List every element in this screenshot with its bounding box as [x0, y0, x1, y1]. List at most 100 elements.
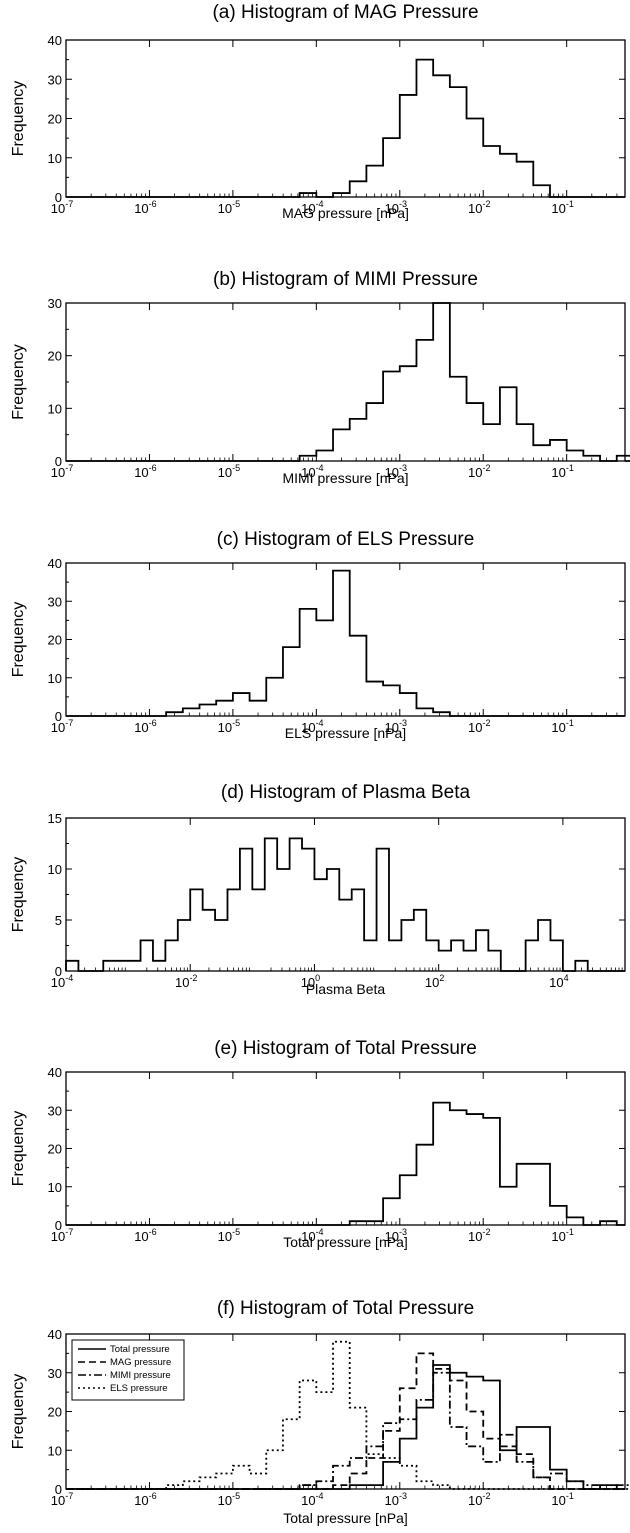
x-tick-label: 10-2 — [468, 1491, 490, 1508]
x-tick-label: 10-1 — [551, 1227, 573, 1244]
y-tick-label: 40 — [48, 1065, 62, 1080]
legend-box — [71, 1339, 185, 1401]
chart-panel-3: (d) Histogram of Plasma Beta 0 5 10 15 10-4 10… — [10, 782, 626, 997]
chart-title: (c) Histogram of ELS Pressure — [217, 529, 475, 550]
legend-label: MIMI pressure — [110, 1370, 171, 1381]
histogram-series-0 — [66, 302, 630, 462]
y-tick-label: 15 — [48, 811, 62, 826]
x-tick-label: 10-7 — [51, 199, 73, 216]
y-tick-label: 0 — [55, 1482, 62, 1497]
x-axis-label: Total pressure [nPa] — [283, 1510, 408, 1526]
chart-title: (d) Histogram of Plasma Beta — [221, 782, 471, 803]
plot-frame — [65, 562, 626, 717]
x-tick-label: 10-1 — [551, 1491, 573, 1508]
x-tick-label: 10-6 — [134, 1227, 156, 1244]
histogram-series-2 — [66, 1371, 630, 1490]
y-tick-label: 0 — [55, 964, 62, 979]
y-tick-label: 40 — [48, 556, 62, 571]
x-axis-label: MIMI pressure [nPa] — [282, 470, 408, 486]
histogram-series-3 — [66, 1340, 625, 1490]
y-tick-label: 0 — [55, 709, 62, 724]
x-tick-label: 10-1 — [551, 463, 573, 480]
histogram-series-1 — [66, 1352, 625, 1490]
chart-panel-4: (e) Histogram of Total Pressure 0 10 20 30 40… — [10, 1038, 626, 1250]
x-tick-label: 10-1 — [551, 199, 573, 216]
legend-label: MAG pressure — [110, 1357, 171, 1368]
chart-panel-1: (b) Histogram of MIMI Pressure 0 10 20 30 10-… — [10, 269, 630, 486]
x-axis-label: MAG pressure [nPa] — [282, 205, 409, 221]
y-tick-label: 10 — [48, 862, 62, 877]
plot-frame — [65, 39, 626, 198]
x-tick-label: 10-4 — [301, 1491, 323, 1508]
x-tick-label: 10-2 — [175, 973, 197, 990]
y-axis-label: Frequency — [10, 602, 27, 678]
x-tick-label: 10-6 — [134, 463, 156, 480]
x-tick-label: 102 — [425, 973, 444, 990]
x-tick-label: 10-5 — [218, 199, 240, 216]
x-tick-label: 10-1 — [551, 718, 573, 735]
y-tick-label: 0 — [55, 190, 62, 205]
y-axis-label: Frequency — [10, 1111, 27, 1187]
x-tick-label: 10-3 — [385, 1491, 407, 1508]
y-tick-label: 30 — [48, 1103, 62, 1118]
x-axis-label: ELS pressure [nPa] — [285, 725, 406, 741]
x-tick-label: 10-2 — [468, 463, 490, 480]
x-tick-label: 10-6 — [134, 199, 156, 216]
chart-panel-5: (f) Histogram of Total Pressure 0 10 20 30 40… — [10, 1298, 630, 1526]
y-tick-label: 40 — [48, 33, 62, 48]
y-tick-label: 10 — [48, 151, 62, 166]
x-tick-label: 10-6 — [134, 718, 156, 735]
chart-panel-0: (a) Histogram of MAG Pressure 0 10 20 30 40 10… — [10, 2, 626, 221]
y-tick-label: 10 — [48, 401, 62, 416]
histogram-series-0 — [66, 58, 625, 198]
y-tick-label: 30 — [48, 296, 62, 311]
x-tick-label: 10-7 — [51, 1227, 73, 1244]
chart-title: (b) Histogram of MIMI Pressure — [213, 269, 478, 290]
x-tick-label: 10-5 — [218, 463, 240, 480]
plot-frame — [65, 302, 626, 462]
y-tick-label: 10 — [48, 1180, 62, 1195]
x-axis-label: Plasma Beta — [306, 981, 386, 997]
y-tick-label: 0 — [55, 454, 62, 469]
x-tick-label: 10-7 — [51, 1491, 73, 1508]
legend: Total pressure MAG pressure MIMI pressure E… — [71, 1339, 185, 1401]
y-tick-label: 20 — [48, 633, 62, 648]
y-tick-label: 20 — [48, 349, 62, 364]
x-tick-label: 10-5 — [218, 1227, 240, 1244]
y-tick-label: 10 — [48, 671, 62, 686]
chart-title: (a) Histogram of MAG Pressure — [212, 2, 478, 23]
chart-panel-2: (c) Histogram of ELS Pressure 0 10 20 30 40 10… — [10, 529, 626, 741]
y-axis-label: Frequency — [10, 857, 27, 933]
x-tick-label: 10-5 — [218, 1491, 240, 1508]
y-tick-label: 20 — [48, 112, 62, 127]
legend-label: ELS pressure — [110, 1383, 168, 1394]
x-tick-label: 10-7 — [51, 463, 73, 480]
y-tick-label: 40 — [48, 1327, 62, 1342]
y-axis-label: Frequency — [10, 81, 27, 157]
chart-title: (e) Histogram of Total Pressure — [214, 1038, 477, 1059]
x-axis-label: Total pressure [nPa] — [283, 1234, 408, 1250]
legend-label: Total pressure — [110, 1344, 170, 1355]
x-tick-label: 10-2 — [468, 199, 490, 216]
y-tick-label: 30 — [48, 1366, 62, 1381]
y-tick-label: 20 — [48, 1142, 62, 1157]
chart-title: (f) Histogram of Total Pressure — [217, 1298, 474, 1319]
plot-frame — [65, 1071, 626, 1226]
y-tick-label: 20 — [48, 1405, 62, 1420]
y-tick-label: 10 — [48, 1443, 62, 1458]
y-axis-label: Frequency — [10, 1374, 27, 1450]
histogram-series-0 — [66, 1101, 625, 1226]
y-tick-label: 0 — [55, 1218, 62, 1233]
x-tick-label: 10-2 — [468, 1227, 490, 1244]
y-tick-label: 30 — [48, 72, 62, 87]
y-tick-label: 5 — [55, 913, 62, 928]
y-axis-label: Frequency — [10, 344, 27, 420]
x-tick-label: 104 — [549, 973, 568, 990]
x-tick-label: 10-2 — [468, 718, 490, 735]
plot-frame — [65, 817, 626, 972]
x-tick-label: 10-4 — [51, 973, 73, 990]
x-tick-label: 10-5 — [218, 718, 240, 735]
x-tick-label: 10-6 — [134, 1491, 156, 1508]
x-tick-label: 10-7 — [51, 718, 73, 735]
